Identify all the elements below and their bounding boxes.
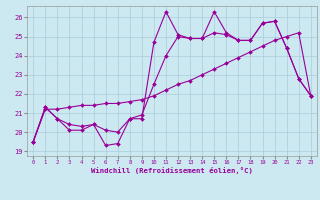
X-axis label: Windchill (Refroidissement éolien,°C): Windchill (Refroidissement éolien,°C) (91, 167, 253, 174)
